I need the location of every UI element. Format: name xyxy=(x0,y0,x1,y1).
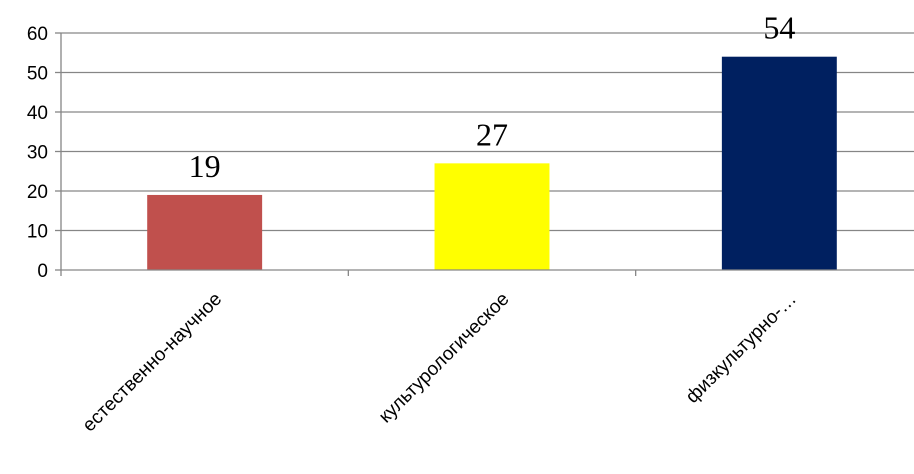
y-tick-label: 0 xyxy=(37,261,48,282)
y-tick-label: 30 xyxy=(27,143,48,164)
y-tick-label: 50 xyxy=(27,64,48,85)
bar-1 xyxy=(147,194,263,270)
bar-3 xyxy=(721,56,837,271)
category-label: культурологическое xyxy=(375,289,514,428)
y-axis-tick-labels: 0 10 20 30 40 50 60 xyxy=(27,24,48,282)
bar-2 xyxy=(434,163,550,270)
y-tick-label: 60 xyxy=(27,24,48,45)
category-label: физкультурно-… xyxy=(682,289,801,408)
category-label: естественно-научное xyxy=(79,289,226,436)
category-labels: естественно-научное культурологическое физ… xyxy=(79,289,801,436)
data-label: 54 xyxy=(763,10,795,46)
y-tick-label: 10 xyxy=(27,222,48,243)
x-axis xyxy=(60,269,914,276)
data-label: 19 xyxy=(189,148,221,184)
bars xyxy=(147,56,837,271)
y-tick-label: 20 xyxy=(27,182,48,203)
y-tick-label: 40 xyxy=(27,103,48,124)
data-label: 27 xyxy=(476,116,508,152)
data-labels: 19 27 54 xyxy=(189,10,796,184)
